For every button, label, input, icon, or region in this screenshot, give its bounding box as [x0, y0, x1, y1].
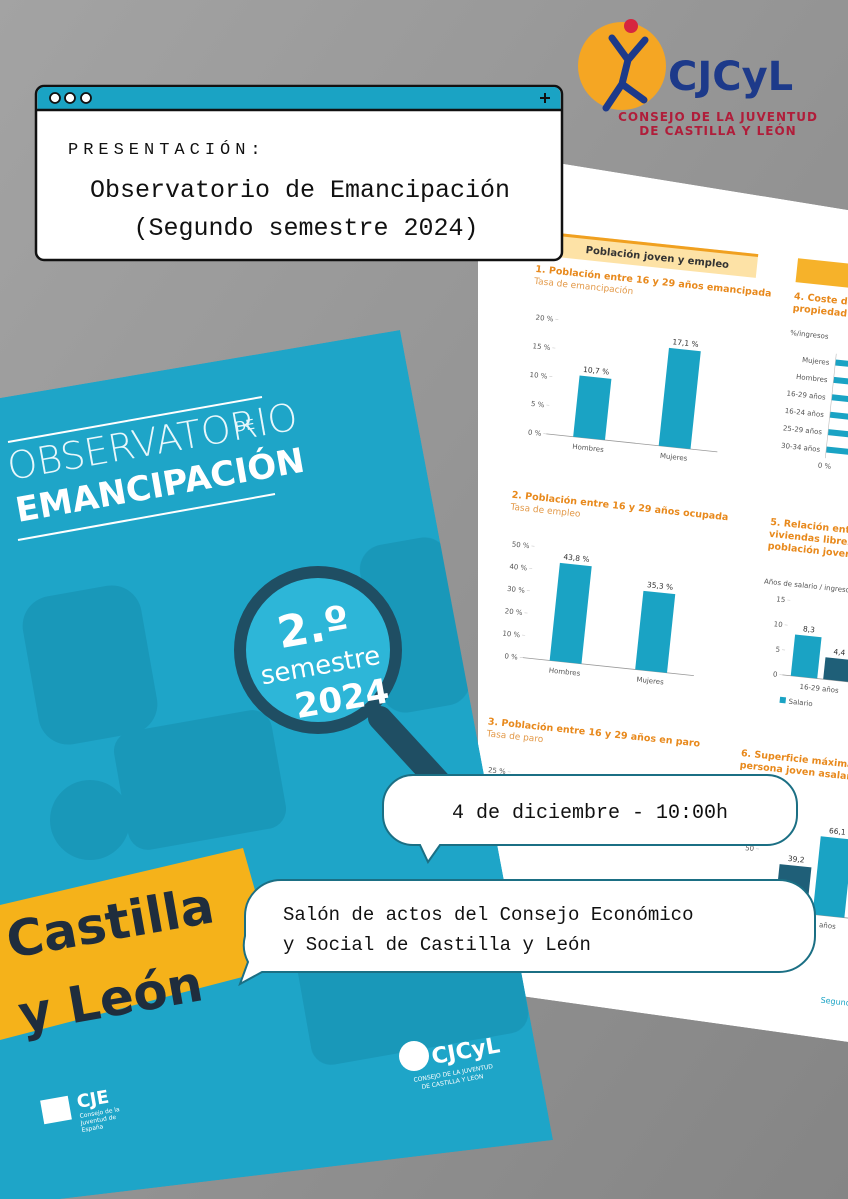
y-tick-label: 50 [745, 844, 755, 853]
venue-bubble: Salón de actos del Consejo Económico y S… [238, 879, 816, 987]
category-label: Hombres [572, 443, 605, 454]
y-tick-label: 5 [775, 646, 780, 654]
y-tick-label: 15 [776, 595, 786, 604]
bar [635, 590, 676, 673]
bar [549, 562, 592, 664]
y-tick-label: 10 % [529, 371, 548, 381]
value-label: 10,7 % [583, 365, 610, 377]
title-window: PRESENTACIÓN: Observatorio de Emancipaci… [34, 84, 564, 262]
section-header [556, 233, 759, 278]
illustration-shape [22, 585, 158, 745]
category-label: Hombres [548, 666, 581, 677]
report-footer: Segund [820, 996, 848, 1008]
value-label: 4,4 [833, 647, 846, 657]
logo: CJCyL CONSEJO DE LA JUVENTUD DE CASTILLA… [578, 19, 818, 138]
y-tick-label: 25 % [488, 766, 507, 776]
window-plus [540, 93, 550, 103]
event-venue-line: y Social de Castilla y León [283, 934, 591, 956]
bubble [238, 879, 816, 987]
logo-name: CJCyL [668, 54, 793, 100]
bubble [382, 774, 798, 864]
category-label: años [819, 921, 837, 931]
y-tick-label: 30 % [507, 585, 526, 595]
bar [658, 347, 701, 450]
partner-sub: España [81, 1123, 104, 1134]
y-tick-label: 0 [773, 670, 778, 678]
legend-swatch [779, 696, 787, 704]
section-header-right [795, 258, 848, 304]
window-dot [80, 92, 92, 104]
x-tick-label: 0 % [817, 461, 831, 470]
window-frame [34, 84, 564, 262]
category-label: Mujeres [660, 452, 688, 463]
category-label: Mujeres [636, 676, 664, 687]
window-bar [37, 87, 561, 110]
logo-circle [578, 22, 666, 110]
value-label: 35,3 % [647, 580, 674, 592]
illustration-shape [113, 710, 287, 850]
value-label: 43,8 % [563, 552, 590, 564]
illustration-shape [50, 780, 130, 860]
y-tick-label: 10 % [502, 630, 521, 640]
region-box [0, 848, 277, 1040]
title-rule [17, 493, 276, 541]
edition: 2.º [274, 596, 354, 659]
y-tick-label: 40 % [509, 563, 528, 573]
legend-label: Salario [788, 698, 813, 708]
window-dot [49, 92, 61, 104]
title-rule [7, 396, 263, 443]
window-dot [64, 92, 76, 104]
y-tick-label: 5 % [531, 400, 545, 409]
y-tick-label: 20 % [535, 314, 554, 324]
event-venue-line: Salón de actos del Consejo Económico [283, 904, 693, 926]
value-label: 66,1 [829, 826, 847, 837]
magnifier-lens [234, 566, 402, 734]
logo-subtitle: DE CASTILLA Y LEÓN [639, 123, 796, 138]
bar [812, 836, 848, 918]
event-date: 4 de diciembre - 10:00h [452, 802, 728, 825]
y-tick-label: 0 % [528, 428, 542, 437]
value-label: 17,1 % [672, 337, 699, 349]
logo-head [624, 19, 638, 33]
value-label: 8,3 [803, 624, 816, 634]
partner-mark [40, 1095, 72, 1125]
y-tick-label: 0 % [504, 652, 518, 661]
grid-line [824, 353, 837, 459]
bar [573, 375, 612, 441]
y-tick-label: 10 [773, 620, 783, 629]
cover-logo-mark [399, 1041, 429, 1071]
y-tick-label: 20 % [504, 607, 523, 617]
y-tick-label: 15 % [532, 342, 551, 352]
logo-subtitle: CONSEJO DE LA JUVENTUD [618, 110, 818, 124]
category-label: Mujeres [802, 356, 830, 367]
category-label: Hombres [796, 373, 829, 384]
window-label: PRESENTACIÓN: [68, 140, 266, 160]
section-header-rule [559, 233, 759, 258]
cover-title-line: DE [234, 417, 256, 436]
bar [790, 634, 822, 679]
window-title-line: (Segundo semestre 2024) [133, 214, 478, 243]
logo-figure [602, 34, 649, 112]
value-label: 39,2 [787, 854, 805, 865]
bar [823, 657, 848, 682]
y-tick-label: 50 % [511, 540, 530, 550]
window-title-line: Observatorio de Emancipación [90, 176, 510, 205]
date-bubble: 4 de diciembre - 10:00h [382, 774, 798, 864]
